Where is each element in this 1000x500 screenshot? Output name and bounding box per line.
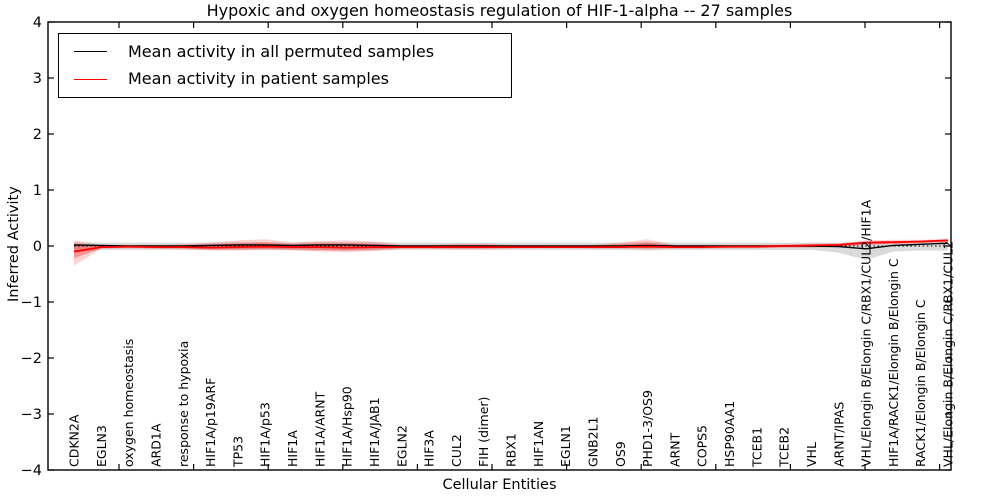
legend-row-patient: Mean activity in patient samples	[74, 69, 511, 89]
series-line-1	[73, 239, 949, 253]
x-axis-label: Cellular Entities	[442, 477, 557, 493]
entity-label: HIF1A/p53	[258, 402, 273, 467]
entity-label: EGLN1	[558, 425, 573, 467]
entity-label: TCEB1	[749, 427, 764, 468]
y-tick-label: 4	[33, 15, 42, 31]
y-tick-label: 0	[33, 239, 42, 255]
y-tick-label: 2	[33, 127, 42, 143]
entity-label: oxygen homeostasis	[121, 339, 136, 467]
entity-label: COPS5	[695, 425, 710, 467]
y-tick-label: −2	[21, 351, 42, 367]
entity-label: EGLN3	[94, 425, 109, 467]
entity-label: HIF1A/p19ARF	[203, 378, 218, 467]
series-lines	[73, 239, 949, 253]
patient-samples-band-inner	[74, 239, 948, 259]
entity-label: HIF1A/ARNT	[312, 391, 327, 467]
entity-label: OS9	[613, 441, 628, 467]
legend-box: Mean activity in all permuted samples Me…	[58, 33, 512, 98]
legend-label-patient: Mean activity in patient samples	[128, 69, 389, 89]
entity-label: ARNT	[667, 432, 682, 467]
y-axis-label: Inferred Activity	[6, 186, 22, 302]
entity-label: ARNT/IPAS	[831, 402, 846, 467]
permuted-line-sample	[74, 51, 107, 53]
x-tick-entity-labels: CDKN2A EGLN3 oxygen homeostasis ARD1A respon…	[67, 199, 956, 468]
entity-label: HIF1A	[285, 430, 300, 467]
y-tick-labels: 4 3 2 1 0 −1 −2 −3 −4	[21, 15, 42, 479]
entity-label: RBX1	[504, 433, 519, 467]
patient-line-sample	[74, 78, 107, 80]
y-tick-label: 1	[33, 183, 42, 199]
entity-label: FIH (dimer)	[476, 397, 491, 467]
entity-label: PHD1-3/OS9	[640, 390, 655, 467]
confidence-bands	[74, 238, 948, 266]
entity-label: CDKN2A	[67, 414, 82, 467]
entity-label: GNB2L1	[585, 417, 600, 467]
entity-label: HIF3A	[422, 430, 437, 467]
entity-label: TCEB2	[777, 427, 792, 468]
entity-label: HIF1AN	[531, 421, 546, 467]
y-tick-label: −4	[21, 463, 42, 479]
entity-label: ARD1A	[148, 423, 163, 467]
entity-label: VHL/Elongin B/Elongin C/RBX1/CUL2/HIF1A	[859, 199, 874, 467]
chart-title: Hypoxic and oxygen homeostasis regulatio…	[206, 1, 793, 20]
entity-label: HIF1A/RACK1/Elongin B/Elongin C	[886, 258, 901, 467]
entity-label: HSP90AA1	[722, 401, 737, 467]
entity-label: HIF1A/JAB1	[367, 397, 382, 467]
entity-label: HIF1A/Hsp90	[340, 386, 355, 467]
entity-label: RACK1/Elongin B/Elongin C	[913, 299, 928, 467]
y-tick-label: 3	[33, 71, 42, 87]
entity-label: VHL	[804, 442, 819, 467]
entity-label: VHL/Elongin B/Elongin C/RBX1/CUL2	[941, 241, 956, 467]
legend-label-permuted: Mean activity in all permuted samples	[128, 41, 435, 61]
entity-label: EGLN2	[394, 425, 409, 467]
legend-row-permuted: Mean activity in all permuted samples	[74, 42, 511, 62]
axis-ticks	[48, 21, 951, 471]
y-tick-label: −3	[21, 407, 42, 423]
entity-label: response to hypoxia	[176, 341, 191, 467]
entity-label: TP53	[230, 436, 245, 468]
y-tick-label: −1	[21, 295, 42, 311]
entity-label: CUL2	[449, 434, 464, 467]
